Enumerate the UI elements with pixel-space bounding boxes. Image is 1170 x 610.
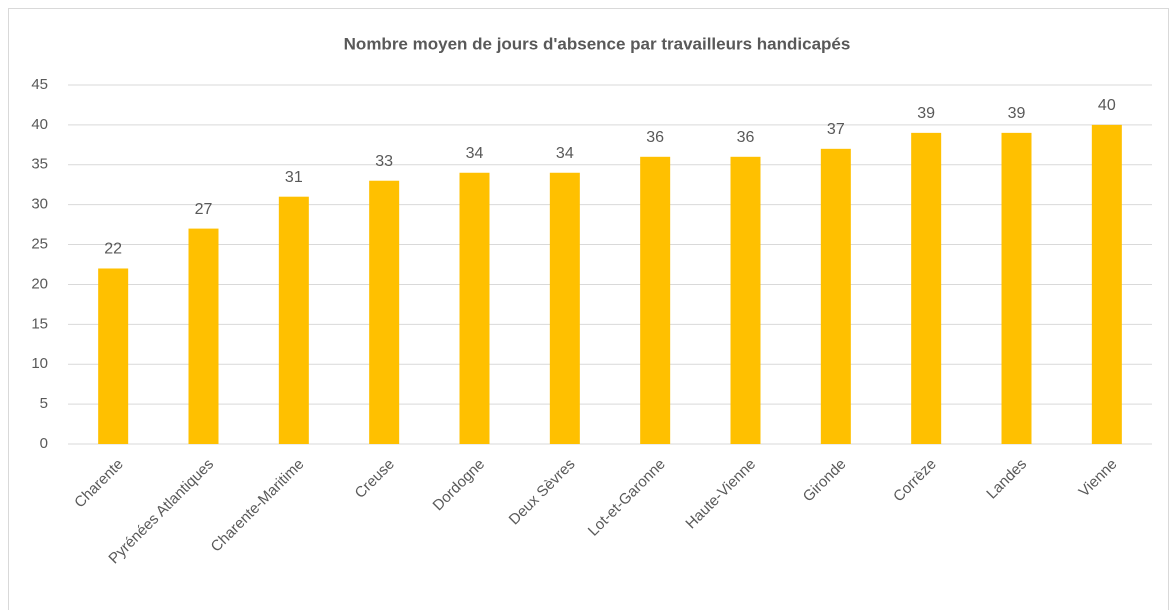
data-label: 34 (466, 145, 484, 162)
data-label: 22 (104, 241, 122, 258)
bar (820, 148, 851, 445)
bar (98, 268, 129, 444)
y-tick-label: 25 (31, 236, 48, 253)
bar (549, 172, 580, 444)
data-label: 27 (195, 201, 213, 218)
bar (730, 156, 761, 445)
y-tick-label: 20 (31, 275, 48, 292)
data-label: 37 (827, 121, 845, 138)
chart-title: Nombre moyen de jours d'absence par trav… (344, 34, 851, 53)
data-label: 36 (646, 129, 664, 146)
y-tick-label: 35 (31, 156, 48, 173)
data-label: 33 (375, 153, 393, 170)
bar (1091, 124, 1122, 444)
data-label: 40 (1098, 97, 1116, 114)
bar (1001, 132, 1032, 444)
chart-frame (8, 8, 1169, 610)
bar (369, 180, 400, 444)
bar (911, 132, 942, 444)
bar (640, 156, 671, 445)
data-label: 31 (285, 169, 303, 186)
data-label: 34 (556, 145, 574, 162)
data-label: 36 (737, 129, 755, 146)
y-tick-label: 15 (31, 315, 48, 332)
y-tick-label: 45 (31, 76, 48, 93)
y-tick-label: 10 (31, 355, 48, 372)
y-tick-label: 5 (40, 395, 48, 412)
bar (278, 196, 309, 444)
data-label: 39 (1008, 105, 1026, 122)
y-tick-label: 0 (40, 435, 48, 452)
bar (459, 172, 490, 444)
y-tick-label: 40 (31, 116, 48, 133)
y-tick-label: 30 (31, 196, 48, 213)
data-label: 39 (917, 105, 935, 122)
bar (188, 228, 219, 444)
